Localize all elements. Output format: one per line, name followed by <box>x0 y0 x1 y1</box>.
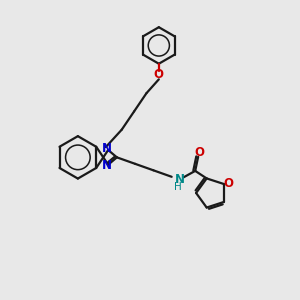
Text: N: N <box>102 142 112 155</box>
Text: H: H <box>174 182 182 192</box>
Text: O: O <box>154 68 164 81</box>
Text: N: N <box>102 159 112 172</box>
Text: O: O <box>194 146 204 159</box>
Text: N: N <box>175 173 185 186</box>
Text: O: O <box>223 178 233 190</box>
